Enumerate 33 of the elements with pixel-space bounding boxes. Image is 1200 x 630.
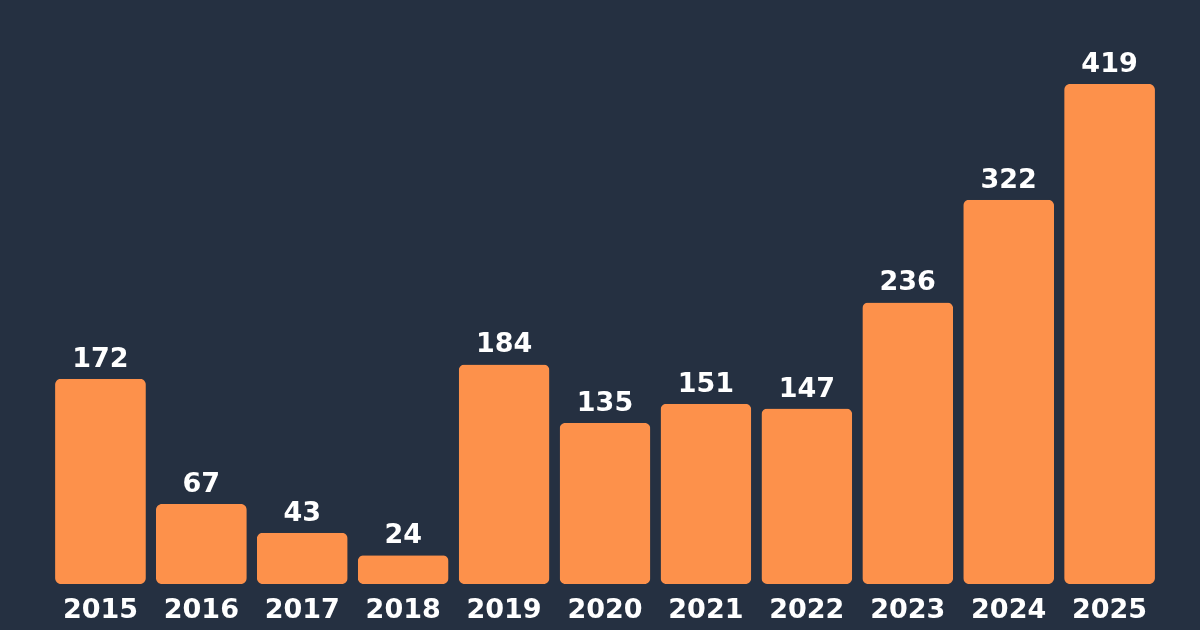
bar	[1064, 84, 1155, 584]
data-label: 184	[475, 327, 533, 359]
bar	[256, 532, 348, 584]
x-tick-label: 2021	[668, 592, 744, 624]
bar	[357, 555, 449, 584]
x-tick-label: 2019	[466, 592, 542, 624]
x-tick-label: 2020	[567, 592, 643, 624]
bar	[963, 199, 1055, 584]
x-tick-label: 2016	[163, 592, 239, 624]
data-label: 135	[576, 385, 634, 417]
bar	[862, 302, 954, 584]
data-label: 151	[677, 366, 735, 398]
data-label: 419	[1081, 47, 1138, 78]
bar	[458, 364, 550, 584]
data-label: 67	[182, 467, 221, 499]
x-tick-label: 2022	[769, 592, 845, 624]
data-label: 24	[384, 518, 422, 550]
x-tick-label: 2015	[62, 592, 139, 624]
x-tick-label: 2017	[264, 592, 340, 624]
bar	[155, 504, 247, 584]
data-label: 147	[778, 371, 836, 403]
data-label: 236	[879, 265, 936, 297]
x-tick-label: 2023	[870, 592, 946, 624]
data-label: 172	[72, 341, 129, 373]
data-label: 43	[283, 495, 322, 527]
bar	[761, 408, 853, 584]
bar	[55, 378, 146, 584]
data-label: 322	[980, 162, 1037, 194]
bar	[660, 403, 752, 584]
x-tick-label: 2025	[1071, 592, 1148, 624]
x-tick-label: 2018	[365, 592, 441, 624]
bar	[559, 422, 651, 584]
x-tick-label: 2024	[971, 592, 1047, 624]
